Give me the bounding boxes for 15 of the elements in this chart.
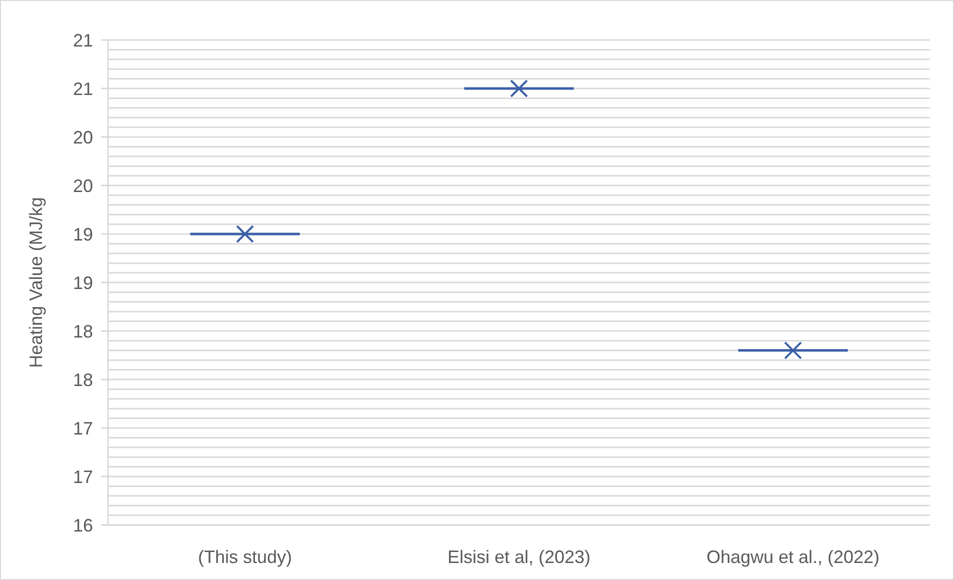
y-tick-label: 17 (72, 418, 93, 438)
y-tick-label: 20 (72, 176, 93, 196)
y-tick-label: 19 (72, 224, 93, 244)
y-tick-label: 20 (72, 127, 93, 148)
y-tick-label: 21 (72, 30, 93, 50)
y-tick-label: 18 (72, 321, 93, 342)
y-tick-label: 18 (72, 370, 93, 390)
y-tick-label: 19 (72, 272, 93, 293)
y-tick-label: 21 (72, 78, 93, 99)
y-tick-label: 17 (72, 466, 93, 487)
y-axis-title: Heating Value (MJ/kg (26, 197, 46, 368)
x-tick-label: Ohagwu et al., (2022) (706, 547, 880, 567)
x-tick-label: (This study) (198, 547, 292, 567)
x-tick-label: Elsisi et al, (2023) (447, 547, 591, 567)
y-tick-label: 16 (72, 515, 93, 536)
